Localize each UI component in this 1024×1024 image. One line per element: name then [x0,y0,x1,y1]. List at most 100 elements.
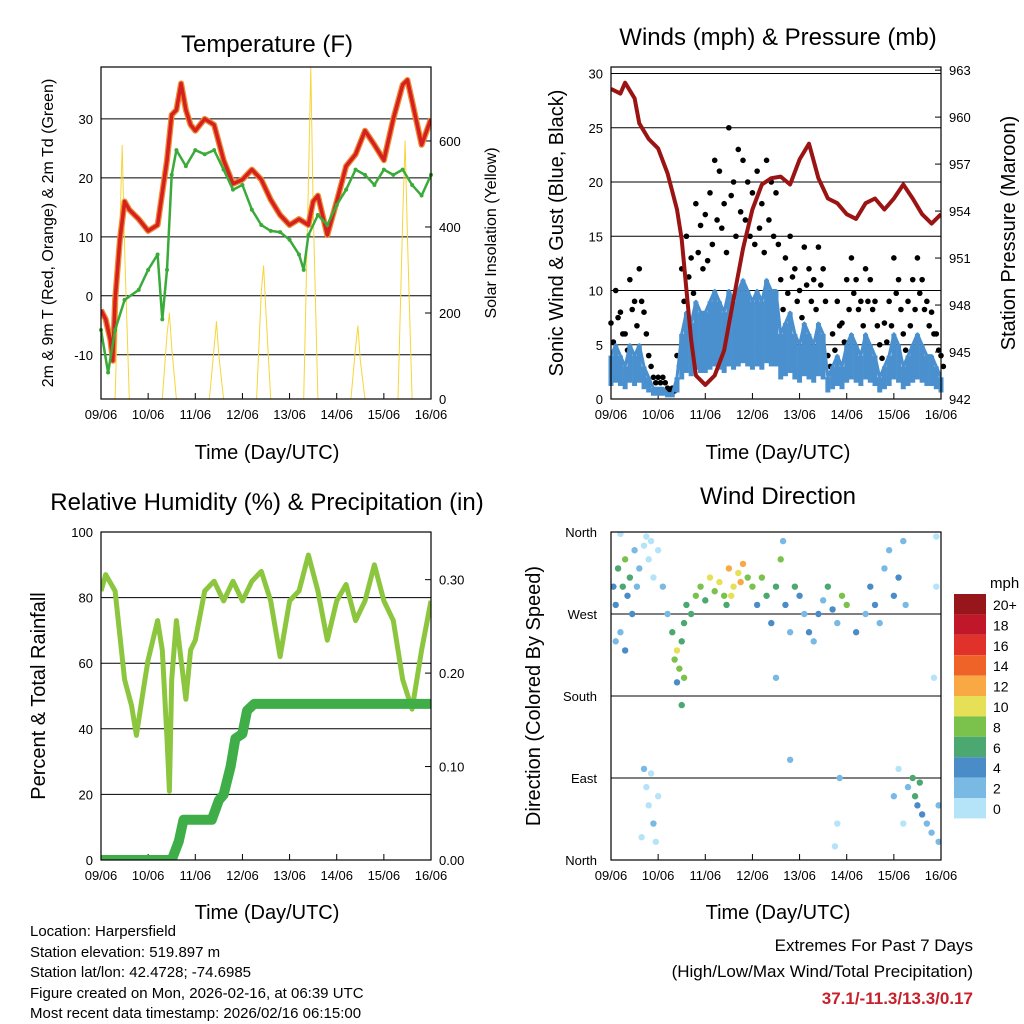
wind-direction-point [772,674,780,681]
wind-direction-point [786,629,794,636]
gust-point [683,233,690,240]
wind-speed-bar [905,355,911,386]
wind-direction-point [645,556,652,563]
gust-point [652,379,659,386]
wind-speed-bar [693,301,699,370]
wind-speed-bar [886,355,892,386]
wind-direction-point [723,601,730,609]
gust-point [839,320,845,326]
gust-point [709,241,716,248]
wind-direction-point [791,583,799,590]
wind-direction-point [643,533,650,540]
y-right-tick-label: 0.20 [439,666,464,681]
gust-point [643,331,650,337]
y-tick-label: 30 [79,112,93,127]
gust-point [794,298,801,305]
wind-direction-point [902,601,909,609]
gust-point [726,124,732,131]
wind-speed-bar [848,333,854,380]
gust-point [784,290,791,297]
gust-point [688,255,694,261]
gust-point [728,192,735,199]
legend-label: 6 [993,740,1001,756]
gust-point [872,298,878,305]
extremes-subtitle: (High/Low/Max Wind/Total Precipitation) [672,962,973,981]
wind-direction-point [654,547,662,554]
y-right-tick-label: 600 [439,134,461,149]
wind-speed-bar [900,366,906,390]
gust-point [617,309,624,316]
x-tick-label: 10/06 [642,407,675,422]
gust-point [770,233,777,240]
wind-direction-point [935,838,941,845]
y-right-tick-label: 0.10 [439,760,464,775]
x-tick-label: 12/06 [736,868,769,883]
y-tick-label: North [565,525,597,540]
wind-speed-bar [669,393,675,398]
y-right-tick-label: 954 [949,204,971,219]
gust-point [867,276,874,283]
gust-point [622,331,628,337]
wind-direction-point [911,793,919,800]
gust-point [855,306,862,313]
legend-swatch [954,675,986,696]
y-right-tick-label: 948 [949,298,971,313]
gust-point [634,322,640,329]
gust-point [761,249,768,256]
wind-speed-bar [646,377,652,393]
x-tick-label: 16/06 [415,868,448,883]
wind-speed-bar [613,344,619,383]
gust-point [690,290,697,297]
gust-point [886,298,892,305]
y-tick-label: North [565,853,597,868]
wind-direction-point [680,674,688,681]
wind-speed-bar [872,355,878,386]
gust-point [924,298,930,305]
wind-direction-point [673,679,681,686]
gust-point [935,347,942,353]
wind-direction-point [862,610,869,618]
wdir-ylabel: Direction (Colored By Speed) [523,566,545,826]
wind-speed-bar [863,333,869,380]
wind-direction-point [706,574,714,581]
gust-point [846,306,852,313]
wind-direction-point [716,578,723,586]
wind-direction-point [671,656,678,663]
wind-direction-point [638,834,645,841]
legend-label: 20+ [993,597,1017,613]
wind-direction-point [834,619,841,627]
wind-speed-bar [636,344,642,383]
legend-label: 14 [993,658,1009,674]
gust-point [796,287,803,294]
y-tick-label: 15 [589,229,603,244]
plot-frame [100,66,432,400]
wind-direction-point [904,783,912,791]
y-right-tick-label: 200 [439,306,461,321]
y-right-tick-label: 945 [949,345,971,360]
wind-speed-bar [792,333,798,380]
wind-speed-bar [924,355,930,386]
gust-point [749,190,756,196]
x-tick-label: 16/06 [415,407,448,422]
gust-point [763,157,770,164]
wind-direction-point [659,583,667,590]
wind-direction-point [918,811,926,818]
wind-speed-bar [811,344,817,383]
gust-point [735,146,742,153]
wind-speed-bar [665,393,671,398]
x-tick-label: 14/06 [830,868,863,883]
wind-direction-point [829,606,836,613]
y-right-tick-label: 951 [949,251,971,266]
wind-speed-bar [740,279,746,364]
wind-direction-point [621,556,629,563]
wind-speed-bar [919,344,925,383]
wind-speed-bar [674,377,680,393]
gust-point [747,233,753,240]
wind-direction-point [867,583,874,590]
temp-2m-line [101,78,431,363]
y-right-tick-label: 0 [439,392,446,407]
x-tick-label: 13/06 [783,407,816,422]
legend-label: 0 [993,801,1001,817]
gust-point [902,347,909,353]
